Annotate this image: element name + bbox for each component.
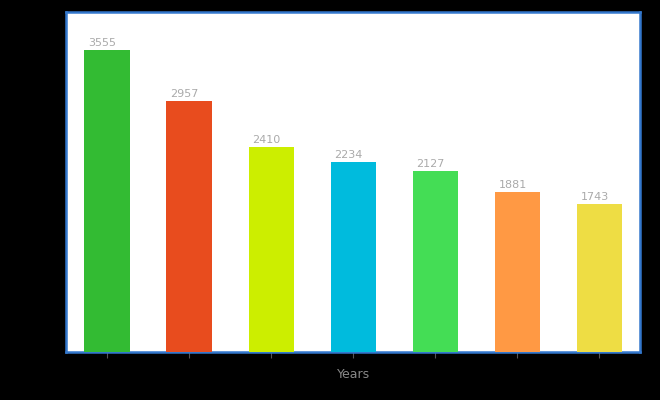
Bar [249,147,294,352]
Text: 1743: 1743 [581,192,609,202]
Text: 2127: 2127 [416,159,445,169]
Bar [494,192,540,352]
Text: 2234: 2234 [335,150,363,160]
Bar [331,162,376,352]
Bar [166,101,212,352]
Bar [84,50,129,352]
Bar [577,204,622,352]
Text: 3555: 3555 [88,38,117,48]
Text: 2410: 2410 [252,135,280,145]
Text: 2957: 2957 [170,88,199,98]
Bar [412,171,457,352]
X-axis label: Years: Years [337,368,370,381]
Text: 1881: 1881 [498,180,527,190]
